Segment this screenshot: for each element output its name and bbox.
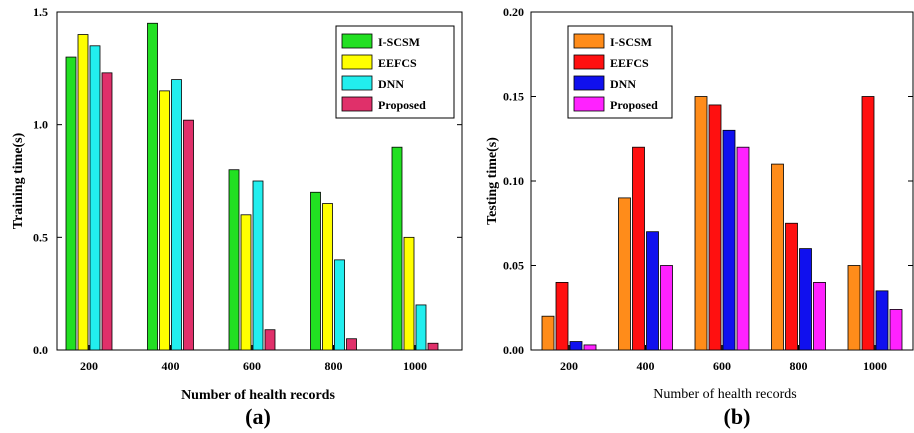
legend-label: DNN (610, 77, 636, 91)
x-tick-label: 400 (162, 359, 180, 373)
bar-i-scsm-1000 (847, 265, 861, 351)
bar-proposed-800 (813, 281, 826, 351)
ylabel-b: Testing time(s) (485, 137, 500, 225)
y-tick-label: 0.10 (503, 174, 524, 188)
x-tick-label: 800 (790, 359, 808, 373)
bar-eefcs-600 (708, 104, 722, 351)
legend-label: DNN (378, 77, 404, 91)
bar-proposed-200 (101, 72, 113, 351)
legend-swatch (573, 54, 605, 70)
bar-eefcs-1000 (861, 96, 875, 351)
ylabel-a: Training time(s) (11, 132, 26, 229)
xlabel-a: Number of health records (181, 388, 335, 403)
bar-dnn-400 (171, 79, 182, 351)
legend-label: Proposed (378, 98, 426, 112)
bar-eefcs-200 (555, 281, 569, 351)
x-tick-label: 800 (325, 359, 343, 373)
bar-eefcs-400 (159, 90, 170, 351)
x-tick-label: 600 (713, 359, 731, 373)
bar-proposed-1000 (427, 342, 439, 351)
bar-dnn-400 (646, 231, 659, 351)
y-tick-label: 0.0 (33, 343, 48, 357)
legend-label: EEFCS (378, 56, 417, 70)
y-tick-label: 0.05 (503, 259, 524, 273)
bar-i-scsm-400 (618, 197, 631, 351)
bar-i-scsm-600 (228, 169, 240, 351)
chart-panel-b: Testing time(s) Number of health records… (485, 137, 797, 429)
y-tick-label: 1.5 (33, 5, 48, 19)
bar-eefcs-1000 (403, 236, 415, 351)
bar-i-scsm-800 (310, 191, 321, 351)
bar-proposed-400 (660, 265, 673, 351)
bar-dnn-1000 (875, 290, 889, 351)
y-tick-label: 0.5 (33, 230, 48, 244)
legend-swatch (341, 75, 373, 91)
bar-proposed-400 (183, 119, 194, 351)
chart-panel-a: Training time(s) Number of health record… (11, 132, 335, 429)
legend-swatch (341, 54, 373, 70)
x-tick-label: 1000 (403, 359, 427, 373)
bar-dnn-800 (799, 248, 812, 351)
legend-label: I-SCSM (378, 35, 420, 49)
bar-eefcs-800 (322, 203, 333, 351)
x-tick-label: 400 (637, 359, 655, 373)
legend-swatch (573, 96, 605, 112)
x-tick-label: 600 (243, 359, 261, 373)
bar-eefcs-600 (240, 214, 252, 351)
legend-label: Proposed (610, 98, 658, 112)
bar-eefcs-400 (632, 146, 645, 351)
chart-body-a: 0.0 0.5 1.0 1.5 200 400 600 800 1000 I-SCSM EEFCS D… (33, 5, 463, 373)
bar-i-scsm-400 (147, 22, 158, 351)
bar-proposed-600 (736, 146, 750, 351)
xlabel-b: Number of health records (653, 387, 796, 402)
legend-label: EEFCS (610, 56, 649, 70)
y-tick-label: 0.00 (503, 343, 524, 357)
panel-label-b: (b) (724, 404, 751, 429)
panel-label-a: (a) (245, 404, 271, 429)
legend-swatch (341, 33, 373, 49)
bar-proposed-1000 (889, 309, 903, 351)
bar-dnn-800 (334, 259, 345, 351)
bar-eefcs-800 (785, 222, 798, 351)
x-tick-label: 200 (80, 359, 98, 373)
bar-dnn-600 (252, 180, 264, 351)
bar-dnn-200 (569, 341, 583, 351)
bar-eefcs-200 (77, 34, 89, 351)
bar-i-scsm-800 (771, 163, 784, 351)
bar-dnn-1000 (415, 304, 427, 351)
bar-proposed-200 (583, 344, 597, 351)
bar-dnn-600 (722, 129, 736, 351)
legend-label: I-SCSM (610, 35, 652, 49)
bar-i-scsm-600 (694, 96, 708, 351)
x-tick-label: 1000 (863, 359, 887, 373)
bar-i-scsm-200 (541, 315, 555, 351)
legend-swatch (573, 33, 605, 49)
y-tick-label: 1.0 (33, 118, 48, 132)
y-tick-label: 0.20 (503, 5, 524, 19)
bar-proposed-600 (264, 329, 276, 351)
y-tick-label: 0.15 (503, 90, 524, 104)
legend-swatch (341, 96, 373, 112)
bar-i-scsm-200 (65, 56, 77, 351)
chart-body-b: 0.00 0.05 0.10 0.15 0.20 200 400 600 800 1000 I-SC… (503, 5, 914, 373)
x-tick-label: 200 (560, 359, 578, 373)
bar-dnn-200 (89, 45, 101, 351)
bar-proposed-800 (346, 338, 357, 351)
legend-swatch (573, 75, 605, 91)
bar-i-scsm-1000 (391, 146, 403, 351)
